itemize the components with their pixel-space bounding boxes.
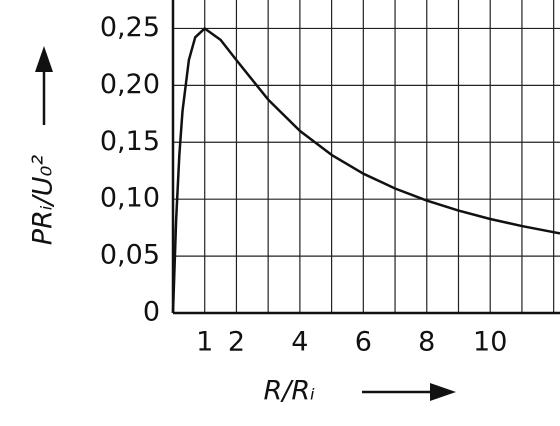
y-tick-label: 0,25: [100, 12, 160, 43]
x-axis-label: R/Rᵢ: [264, 376, 316, 407]
x-tick-label: 8: [418, 327, 435, 358]
x-tick-label: 6: [355, 327, 372, 358]
y-tick-label: 0: [143, 297, 160, 328]
y-tick-label: 0,10: [100, 183, 160, 214]
x-arrow-head: [430, 383, 456, 401]
y-axis-label: PRᵢ/U₀²: [28, 155, 59, 246]
y-tick-label: 0,15: [100, 126, 160, 157]
x-tick-label: 2: [228, 327, 245, 358]
y-arrow-head: [35, 46, 53, 72]
y-tick-label: 0,05: [100, 240, 160, 271]
curve: [171, 27, 560, 314]
x-tick-label: 4: [291, 327, 308, 358]
x-tick-label: 1: [196, 327, 213, 358]
y-tick-label: 0,20: [100, 69, 160, 100]
x-tick-label: 10: [473, 327, 507, 358]
